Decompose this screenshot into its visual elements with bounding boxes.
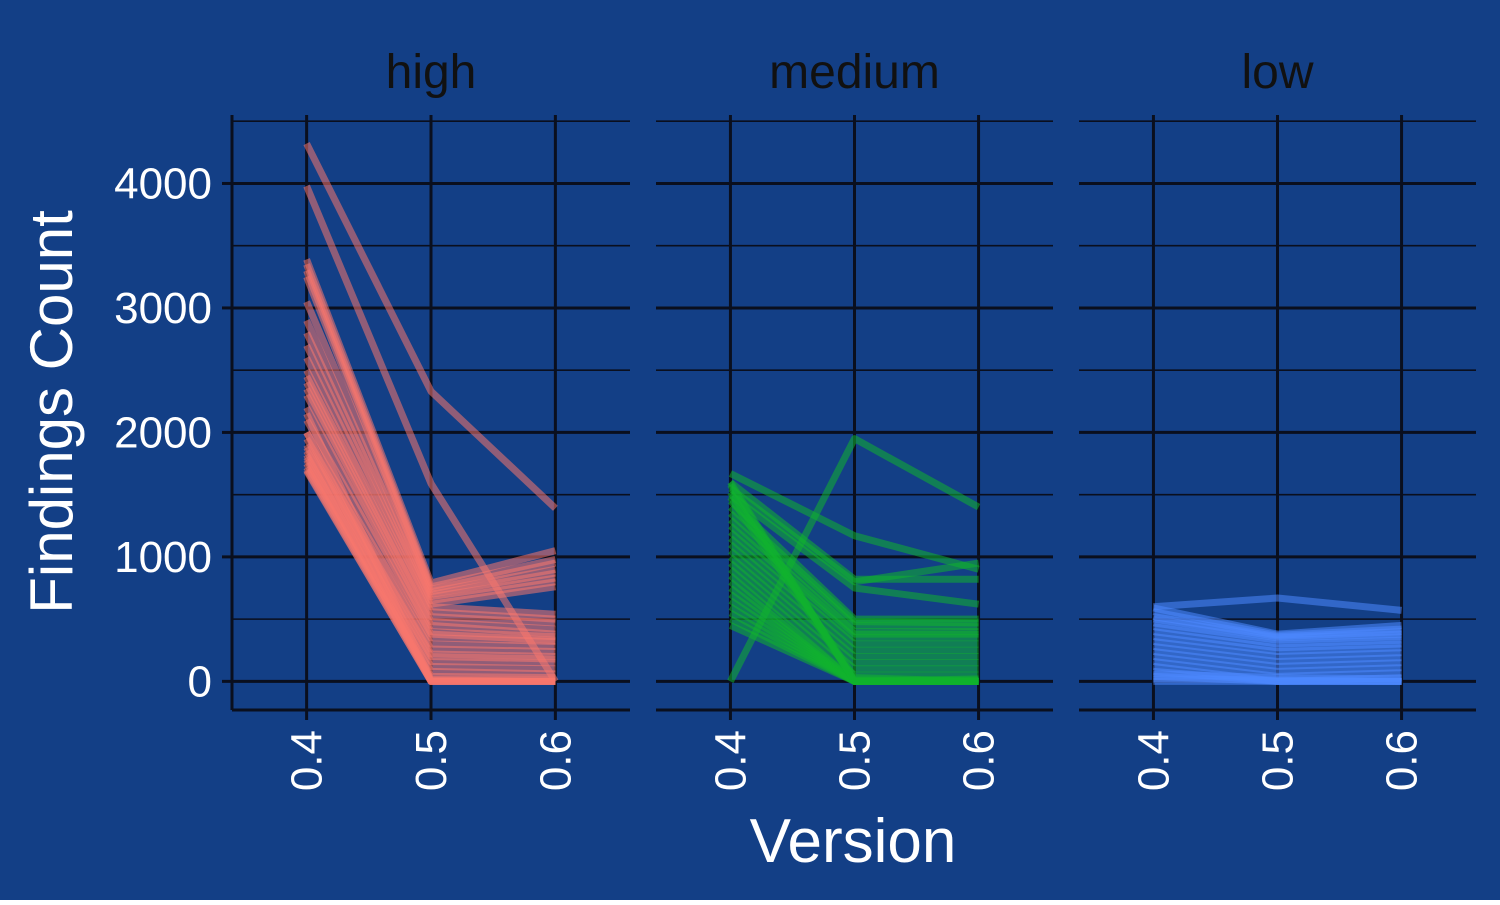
series-line-low-9 [1152,633,1402,655]
x-tick-label: 0.4 [706,730,755,791]
series-line-low-11 [1152,643,1402,665]
series-line-medium-4 [728,485,980,586]
y-tick-label: 1000 [114,533,212,582]
series-line-medium-13 [728,541,979,654]
series-group-low [1152,594,1402,685]
series-line-low-12 [1152,648,1402,670]
series-line-low-8 [1152,628,1402,652]
y-tick-label: 2000 [114,408,212,457]
facet-panel-low: low 0.4 0.5 0.6 [1079,46,1476,791]
x-tick-label: 0.6 [955,730,1004,791]
series-line-high-32 [303,412,556,685]
series-line-medium-15 [728,554,979,667]
y-tick-label: 3000 [114,284,212,333]
y-tick-label: 0 [188,657,212,706]
series-line-medium-16 [728,560,979,673]
y-axis: 0 1000 2000 3000 4000 [114,115,234,710]
x-tick-label: 0.4 [283,730,332,791]
facet-label-high: high [386,46,477,99]
x-tick-label: 0.6 [531,730,580,791]
x-axis-title: Version [750,807,957,876]
y-axis-title: Findings Count [18,210,85,614]
series-line-low-13 [1152,653,1402,675]
series-line-low-10 [1152,638,1402,660]
x-tick-label: 0.5 [407,730,456,791]
series-line-low-1 [1153,594,1402,614]
facet-label-low: low [1241,46,1313,99]
series-line-low-20 [1153,670,1402,683]
x-tick-label: 0.5 [1254,730,1303,791]
x-tick-label: 0.6 [1378,730,1427,791]
x-tick-label: 0.4 [1129,730,1178,791]
facet-panel-high: high 0.4 0.5 0.6 [232,46,630,791]
x-tick-label: 0.5 [831,730,880,791]
y-tick-label: 4000 [114,159,212,208]
series-group-high [303,142,559,685]
series-line-medium-11 [728,529,979,642]
facet-panels: high 0.4 0.5 0.6 medium 0.4 0.5 0.6 low 0.4 0.5 0.6 [232,46,1476,791]
facet-label-medium: medium [769,46,940,99]
series-group-medium [727,435,981,685]
series-line-medium-2 [728,470,980,573]
facet-panel-medium: medium 0.4 0.5 0.6 [656,46,1053,791]
series-line-low-6 [1152,619,1402,644]
series-line-high-1 [303,142,558,511]
series-line-medium-14 [728,548,979,660]
series-line-medium-12 [728,535,979,648]
series-line-medium-5 [728,491,980,608]
series-line-low-7 [1152,623,1402,648]
series-line-medium-30 [727,495,979,684]
